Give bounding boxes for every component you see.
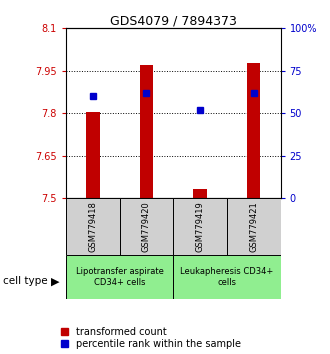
Text: cell type: cell type (3, 276, 48, 286)
Text: ▶: ▶ (51, 276, 60, 286)
Text: GSM779420: GSM779420 (142, 201, 151, 252)
Bar (227, 198, 280, 255)
Legend: transformed count, percentile rank within the sample: transformed count, percentile rank withi… (61, 327, 241, 349)
Bar (119, 198, 173, 255)
Text: GSM779419: GSM779419 (196, 201, 205, 252)
Bar (140, 64, 153, 198)
Text: GSM779418: GSM779418 (88, 201, 97, 252)
Bar (173, 198, 227, 255)
Bar (173, 255, 280, 299)
Bar (247, 63, 260, 198)
Bar (193, 189, 207, 198)
Text: Lipotransfer aspirate
CD34+ cells: Lipotransfer aspirate CD34+ cells (76, 267, 164, 287)
Bar (86, 113, 100, 198)
Title: GDS4079 / 7894373: GDS4079 / 7894373 (110, 14, 237, 27)
Bar (66, 255, 173, 299)
Bar (66, 198, 120, 255)
Text: Leukapheresis CD34+
cells: Leukapheresis CD34+ cells (180, 267, 274, 287)
Text: GSM779421: GSM779421 (249, 201, 258, 252)
